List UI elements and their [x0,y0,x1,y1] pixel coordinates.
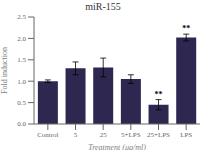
svg-text:1.5: 1.5 [17,56,26,64]
svg-text:**: ** [182,24,190,33]
svg-text:2.5: 2.5 [17,13,26,21]
svg-text:1.0: 1.0 [17,78,26,86]
svg-text:0.0: 0.0 [17,120,26,128]
html-text:miR-155: miR-155 [85,1,121,12]
svg-text:5+LPS: 5+LPS [121,131,141,139]
svg-text:25: 25 [100,131,108,139]
svg-text:Treatment (μg/ml): Treatment (μg/ml) [88,143,146,150]
svg-text:5: 5 [74,131,78,139]
svg-text:LPS: LPS [180,131,192,139]
svg-text:Fold induction: Fold induction [8,47,9,94]
svg-text:25+LPS: 25+LPS [147,131,170,139]
svg-text:0.5: 0.5 [17,99,26,107]
svg-text:Control: Control [37,131,58,139]
svg-text:**: ** [155,90,163,99]
svg-text:2.0: 2.0 [17,35,26,43]
